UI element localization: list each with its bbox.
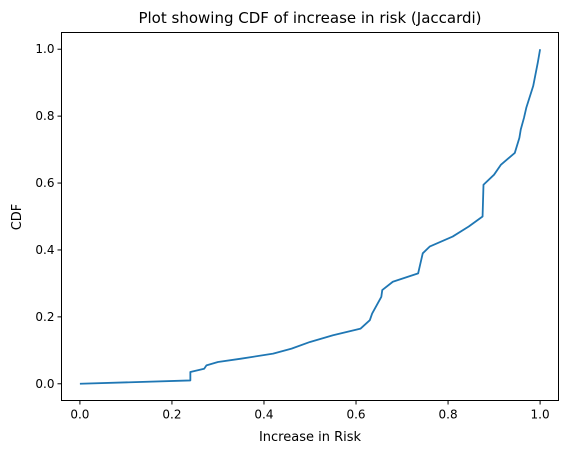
line-layer (79, 49, 541, 385)
x-tick-label: 0.0 (70, 408, 89, 422)
ticks-layer: 0.0 0.2 0.4 0.6 0.8 1.0 0.0 0.2 0.4 0.6 0.8 1.0 (35, 42, 549, 421)
y-tick-label: 0.8 (35, 109, 54, 123)
y-tick-label: 0.0 (35, 377, 54, 391)
x-tick-label: 0.6 (346, 408, 365, 422)
x-tick-label: 0.2 (162, 408, 181, 422)
cdf-series-line (79, 49, 541, 385)
x-tick-label: 1.0 (531, 408, 550, 422)
y-tick-label: 1.0 (35, 42, 54, 56)
x-axis-label: Increase in Risk (259, 430, 362, 445)
y-tick-label: 0.4 (35, 243, 54, 257)
y-tick-label: 0.2 (35, 310, 54, 324)
chart-title: Plot showing CDF of increase in risk (Ja… (138, 9, 481, 27)
x-tick-label: 0.8 (439, 408, 458, 422)
plot-frame (61, 32, 559, 401)
y-tick-label: 0.6 (35, 176, 54, 190)
y-axis-label: CDF (10, 204, 25, 231)
x-tick-label: 0.4 (254, 408, 273, 422)
